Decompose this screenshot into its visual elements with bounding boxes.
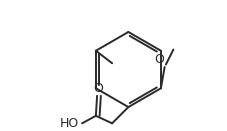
Text: O: O [93, 81, 103, 95]
Text: O: O [154, 53, 164, 66]
Text: HO: HO [59, 117, 79, 130]
